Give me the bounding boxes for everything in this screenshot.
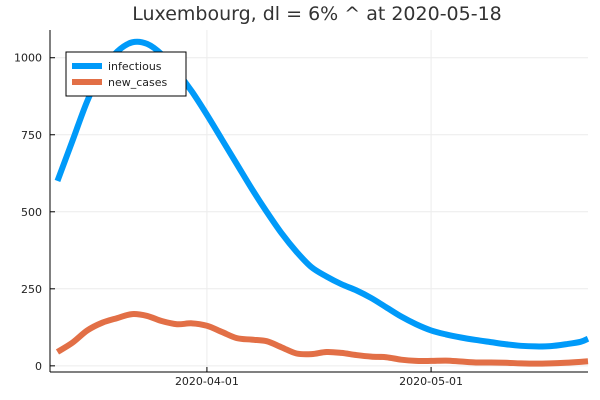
y-tick-label-500: 500 <box>21 206 42 219</box>
y-tick-label-250: 250 <box>21 283 42 296</box>
x-tick-label-2020-04-01: 2020-04-01 <box>175 375 239 388</box>
legend-label-infectious: infectious <box>108 60 162 73</box>
x-tick-label-2020-05-01: 2020-05-01 <box>399 375 463 388</box>
legend-box <box>65 51 187 97</box>
series-line-new-cases <box>55 311 589 367</box>
series-line-infectious <box>54 38 590 350</box>
legend-label-new-cases: new_cases <box>108 76 168 89</box>
y-tick-label-0: 0 <box>35 360 42 373</box>
y-tick-label-750: 750 <box>21 129 42 142</box>
y-tick-label-1000: 1000 <box>14 52 42 65</box>
chart-title: Luxembourg, dl = 6% ^ at 2020-05-18 <box>132 3 502 25</box>
